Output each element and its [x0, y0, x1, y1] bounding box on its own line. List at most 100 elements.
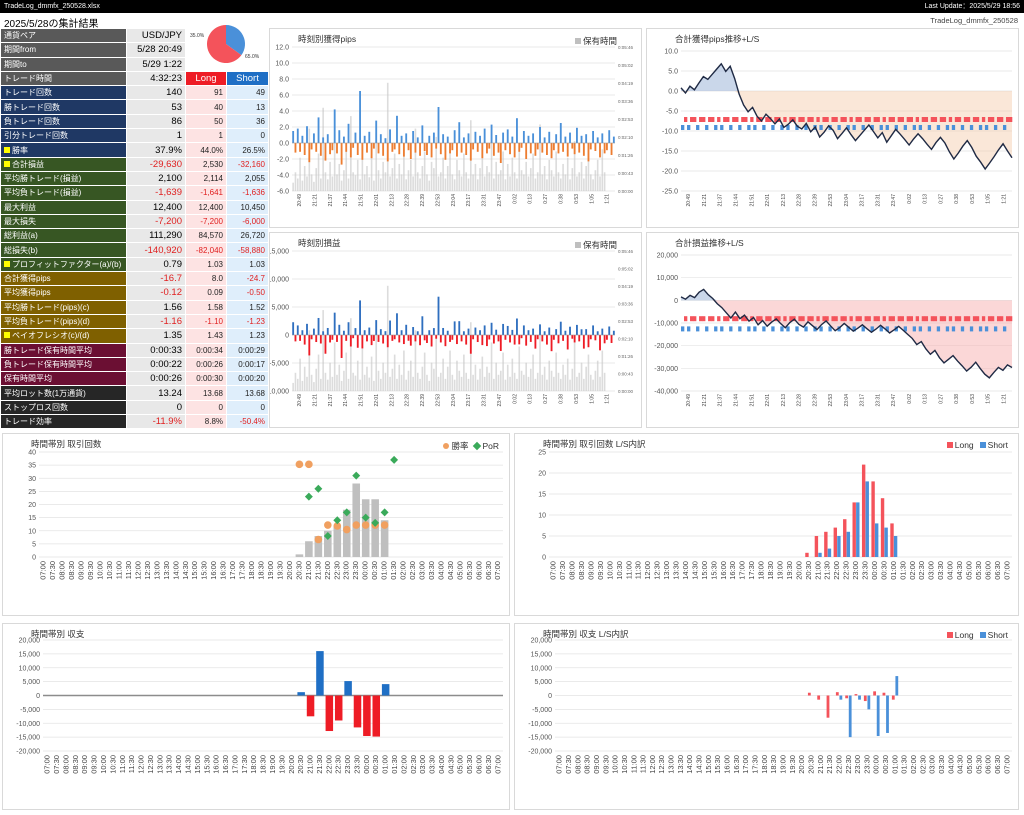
- value-bar: [539, 324, 541, 335]
- short-marker: [705, 326, 709, 332]
- y-tick-label: -30,000: [654, 366, 678, 373]
- stat-label: 平均勝トレード(損益): [0, 170, 127, 187]
- long-marker: [864, 316, 868, 322]
- hold-time-bar: [363, 174, 366, 191]
- stat-label-text: 合計損益: [12, 159, 44, 169]
- value-bar: [312, 133, 315, 143]
- x-tick-label: 22:00: [324, 755, 333, 774]
- hold-time-bar: [306, 376, 308, 391]
- hold-time-bar: [366, 166, 368, 191]
- x-tick-label: 11:30: [127, 755, 136, 773]
- long-marker: [924, 117, 929, 122]
- stat-short-value: 0:00:20: [226, 371, 269, 387]
- y-tick-label: 15,000: [270, 249, 289, 256]
- x-tick-label: 04:00: [437, 755, 446, 774]
- stat-short-value: 2,055: [226, 170, 269, 187]
- short-pnl-bar: [886, 695, 889, 733]
- value-bar: [449, 335, 451, 342]
- value-bar: [541, 335, 544, 342]
- value-bar: [589, 143, 592, 150]
- chart-title: 時間帯別 収支 L/S内訳: [543, 629, 629, 639]
- y-tick-label: 15,000: [19, 651, 41, 658]
- short-count-bar: [884, 527, 888, 557]
- value-bar: [571, 143, 574, 149]
- winrate-point: [314, 535, 323, 544]
- y-tick-label: 10,000: [657, 275, 679, 282]
- value-bar: [329, 335, 331, 343]
- hold-time-bar: [356, 360, 359, 391]
- short-marker: [729, 125, 733, 130]
- value-bar: [301, 330, 304, 335]
- x-tick-label: 21:30: [823, 561, 832, 580]
- x-tick-label: 02:00: [908, 561, 917, 580]
- hold-time-bar: [601, 350, 604, 391]
- long-marker: [741, 316, 745, 322]
- stat-long-value: 1.58: [185, 299, 227, 315]
- stat-label-text: 勝率: [12, 145, 28, 155]
- hold-time-bar: [525, 161, 527, 191]
- x-tick-label: 19:00: [266, 561, 275, 580]
- value-bar: [469, 335, 472, 354]
- long-marker: [768, 316, 772, 322]
- last-update: Last Update：2025/5/29 18:56: [924, 3, 1020, 10]
- x-tick-label: 23:31: [482, 394, 488, 407]
- x-tick-label: 01:30: [898, 561, 907, 580]
- hold-time-bar: [340, 380, 343, 391]
- x-tick-label: 03:30: [936, 561, 945, 580]
- value-bar: [322, 137, 325, 143]
- long-marker: [768, 117, 772, 122]
- hold-time-bar: [359, 379, 361, 391]
- value-bar: [446, 136, 449, 143]
- hold-time-bar: [398, 364, 401, 391]
- hold-time-bar: [458, 170, 461, 191]
- x-tick-label: 21:30: [315, 755, 324, 774]
- value-bar: [324, 335, 327, 354]
- hold-time-bar: [370, 356, 373, 391]
- hold-time-bar: [315, 368, 318, 391]
- pnl-bar: [334, 695, 343, 721]
- hold-time-bar: [386, 82, 389, 191]
- x-tick-label: 0:27: [543, 394, 549, 404]
- x-tick-label: 03:00: [417, 561, 426, 580]
- hold-time-bar: [375, 334, 378, 391]
- stat-row: 平均勝トレード(損益) 2,100 2,114 2,055: [0, 170, 269, 187]
- chart-title: 時刻別獲得pips: [298, 34, 357, 44]
- hold-time-bar: [525, 362, 527, 391]
- value-bar: [354, 132, 357, 143]
- x-tick-label: 23:04: [451, 194, 457, 207]
- trade-count-bar: [380, 520, 389, 557]
- value-bar: [550, 143, 553, 159]
- value-bar: [513, 335, 516, 345]
- hold-time-bar: [463, 153, 465, 191]
- hold-time-bar: [338, 163, 341, 191]
- x-tick-label: 04:00: [946, 561, 955, 580]
- pnl-ls-by-timeslot-panel: 時間帯別 収支 L/S内訳 20,000 15,000 10,000 5,000 0 -5,…: [514, 623, 1019, 810]
- x-tick-label: 12:30: [653, 561, 662, 580]
- hold-time-bar: [573, 141, 576, 191]
- hold-time-bar: [338, 364, 341, 391]
- pnl-bar: [372, 695, 381, 737]
- x-tick-label: 0:38: [954, 194, 960, 204]
- long-marker: [765, 117, 769, 122]
- y-tick-label: 15: [28, 515, 36, 522]
- legend-swatch: [574, 242, 581, 248]
- x-tick-label: 11:00: [114, 561, 123, 579]
- hold-time-bar: [382, 362, 384, 391]
- x-tick-label: 20:30: [296, 755, 305, 774]
- y2-tick-label: 0:02:53: [618, 319, 634, 324]
- stat-value: 111,290: [126, 228, 186, 244]
- hold-time-bar: [416, 172, 419, 191]
- hold-time-bar: [571, 368, 574, 391]
- long-marker: [840, 117, 844, 122]
- y2-tick-label: 0:04:19: [618, 284, 634, 289]
- short-marker: [870, 326, 874, 332]
- value-bar: [552, 143, 555, 151]
- long-count-bar: [824, 531, 828, 557]
- pnl-bar: [344, 681, 352, 696]
- stat-value: 0:00:26: [126, 371, 186, 387]
- stat-label-text: 総利益(a): [4, 231, 38, 241]
- hold-time-bar: [513, 172, 516, 191]
- stat-label: 総利益(a): [0, 228, 127, 244]
- x-tick-label: 04:00: [436, 561, 445, 580]
- hold-time-bar: [336, 174, 338, 191]
